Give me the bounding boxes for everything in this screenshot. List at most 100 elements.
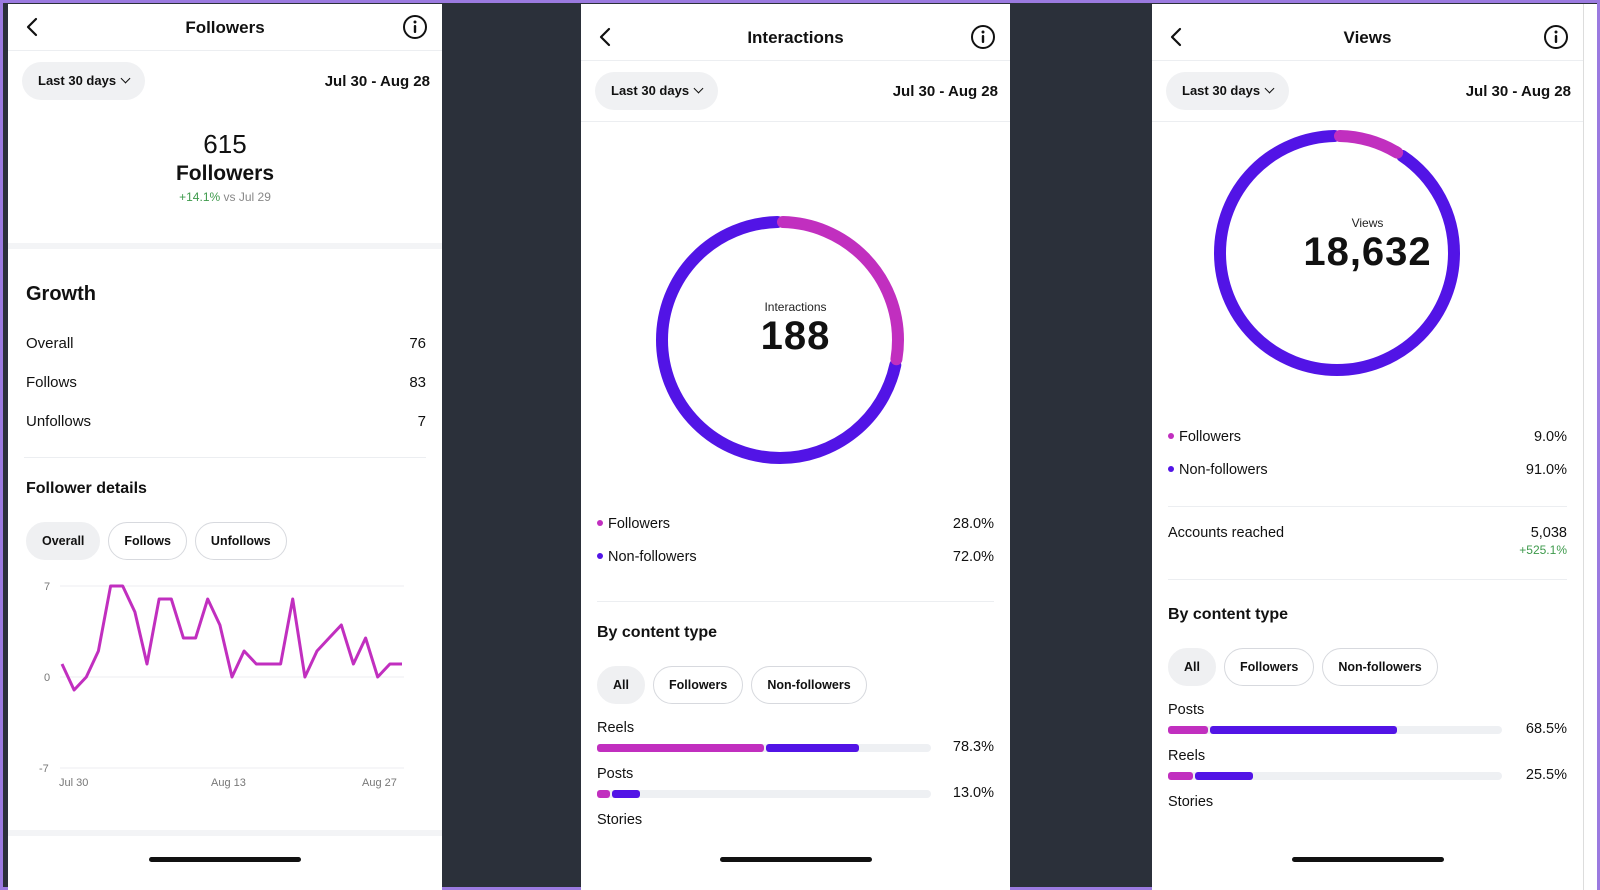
tab-followers[interactable]: Followers [1223, 648, 1315, 686]
tab-all[interactable]: All [1168, 648, 1216, 686]
donut-center: Interactions 188 [581, 300, 1010, 359]
bar-track [597, 790, 931, 798]
content-type-list: Reels 78.3% Posts 13.0% Stories [581, 720, 1010, 828]
change-percent: +14.1% [179, 190, 221, 204]
views-screen: Views Last 30 days Jul 30 - Aug 28 Views… [1152, 4, 1583, 890]
follower-count-label: Followers [175, 162, 275, 185]
audience-legend: Followers 9.0% Non-followers 91.0% [1152, 420, 1583, 486]
range-label: Last 30 days [38, 73, 117, 88]
content-type-bar-row: 13.0% [581, 782, 1010, 806]
tab-follows[interactable]: Follows [108, 522, 187, 560]
tab-overall[interactable]: Overall [26, 522, 101, 560]
legend-dot [597, 552, 603, 559]
range-label: Last 30 days [1182, 83, 1261, 98]
reached-change: +525.1% [1519, 543, 1567, 557]
content-type-value: 78.3% [952, 739, 994, 755]
back-arrow-icon[interactable] [22, 16, 44, 38]
y-tick-label: 0 [44, 672, 50, 684]
detail-tabs: Overall Follows Unfollows [8, 522, 442, 560]
chevron-down-icon [120, 73, 131, 84]
tab-nonfollowers[interactable]: Non-followers [751, 666, 867, 704]
interactions-donut: Interactions 188 [581, 122, 1010, 507]
bar-followers [1168, 772, 1194, 780]
content-type-label: Reels [1168, 748, 1206, 764]
audience-legend: Followers 28.0% Non-followers 72.0% [581, 507, 1010, 573]
x-tick-label: Jul 30 [59, 777, 88, 789]
legend-dot [1168, 432, 1174, 439]
content-type-label: Posts [1168, 702, 1205, 718]
page-title: Followers [185, 18, 265, 37]
bar-track [597, 744, 931, 752]
content-type-label: Stories [597, 812, 643, 828]
back-arrow-icon[interactable] [1166, 26, 1188, 48]
content-type-bar-row: 25.5% [1152, 764, 1583, 788]
info-icon[interactable] [1543, 24, 1569, 50]
y-tick-label: 7 [44, 581, 50, 593]
legend-row-followers: Followers 28.0% [597, 507, 994, 540]
content-type-label: Reels [597, 720, 635, 736]
home-indicator [1291, 857, 1444, 862]
date-range: Jul 30 - Aug 28 [324, 73, 430, 90]
legend-row-nonfollowers: Non-followers 72.0% [597, 540, 994, 573]
home-indicator [719, 857, 872, 862]
donut-segment-followers [656, 216, 904, 464]
range-dropdown[interactable]: Last 30 days [595, 72, 719, 110]
range-dropdown[interactable]: Last 30 days [1166, 72, 1290, 110]
donut-chart [1214, 130, 1460, 376]
y-tick-label: -7 [39, 763, 49, 775]
legend-value: 91.0% [1525, 461, 1567, 478]
legend-label: Followers [1179, 428, 1242, 445]
info-icon[interactable] [970, 24, 996, 50]
bar-followers [1168, 726, 1209, 734]
content-type-bar-row: 68.5% [1152, 718, 1583, 742]
donut-label: Views [1351, 216, 1384, 230]
legend-dot [597, 519, 603, 526]
nav-bar: Followers [8, 4, 442, 50]
donut-center: Views 18,632 [1152, 216, 1583, 275]
bar-nonfollowers [766, 744, 859, 752]
date-range-bar: Last 30 days Jul 30 - Aug 28 [581, 61, 1010, 121]
reached-value: 5,038 [1530, 525, 1567, 541]
series-line [60, 584, 402, 692]
growth-row-follows: Follows 83 [26, 363, 426, 402]
home-indicator [149, 857, 301, 862]
bar-followers [597, 790, 611, 798]
change-vs: vs Jul 29 [223, 190, 271, 204]
donut-value: 18,632 [1303, 230, 1432, 274]
bar-nonfollowers [1210, 726, 1397, 734]
range-dropdown[interactable]: Last 30 days [22, 62, 146, 100]
legend-label: Followers [608, 515, 671, 532]
tab-all[interactable]: All [597, 666, 645, 704]
interactions-screen: Interactions Last 30 days Jul 30 - Aug 2… [581, 4, 1010, 890]
x-tick-label: Aug 27 [362, 777, 397, 789]
bar-track [1168, 772, 1502, 780]
donut-value: 188 [760, 314, 831, 358]
legend-label: Non-followers [1179, 461, 1268, 478]
bar-followers [597, 744, 764, 752]
tab-followers[interactable]: Followers [652, 666, 744, 704]
legend-row-nonfollowers: Non-followers 91.0% [1168, 453, 1567, 486]
content-tabs: All Followers Non-followers [581, 666, 1010, 704]
row-label: Unfollows [26, 413, 92, 430]
tab-nonfollowers[interactable]: Non-followers [1322, 648, 1438, 686]
follower-line-chart: 7 0 -7 Jul 30 Aug 13 Aug 27 [39, 581, 404, 789]
tab-unfollows[interactable]: Unfollows [194, 522, 287, 560]
page-title: Views [1343, 28, 1392, 47]
range-label: Last 30 days [611, 83, 690, 98]
bar-nonfollowers [612, 790, 641, 798]
page-title: Interactions [747, 28, 844, 47]
content-type-title: By content type [597, 624, 718, 641]
info-icon[interactable] [402, 14, 428, 40]
content-type-value: 25.5% [1525, 767, 1567, 783]
date-range-bar: Last 30 days Jul 30 - Aug 28 [1152, 61, 1583, 121]
legend-value: 9.0% [1533, 428, 1567, 445]
follower-details-title: Follower details [26, 480, 147, 497]
growth-title: Growth [26, 283, 96, 305]
donut-segment-followers [1214, 130, 1460, 376]
back-arrow-icon[interactable] [595, 26, 617, 48]
views-donut: Views 18,632 [1152, 122, 1583, 420]
legend-label: Non-followers [608, 548, 697, 565]
growth-list: Overall 76 Follows 83 Unfollows 7 [8, 324, 442, 441]
window-edge [1583, 4, 1597, 890]
date-range: Jul 30 - Aug 28 [892, 83, 998, 100]
